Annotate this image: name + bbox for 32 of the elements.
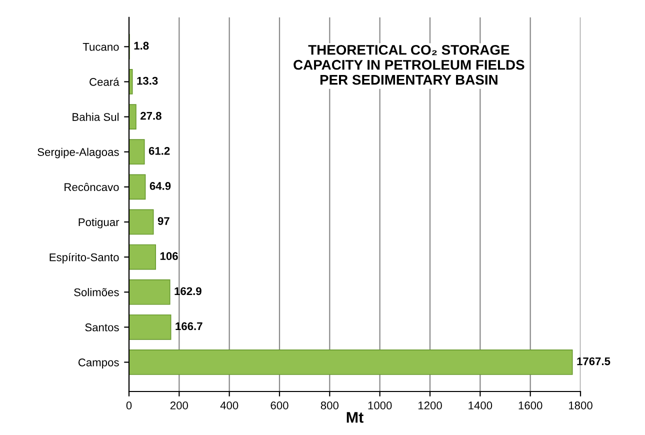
data-label: 166.7	[176, 322, 202, 330]
data-label: 61.2	[148, 146, 170, 155]
y-tick-label: Bahia Sul	[72, 112, 119, 121]
y-tick-label: Sergipe-Alagoas	[38, 148, 119, 158]
y-tick-label: Ceará	[90, 78, 120, 86]
data-label: 1.8	[134, 42, 149, 50]
x-tick-label: 1800	[568, 402, 592, 410]
x-tick-label: 1200	[418, 402, 442, 410]
x-tick-label: 1400	[468, 402, 492, 410]
y-tick-label: Campos	[78, 358, 119, 369]
data-label: 97	[158, 217, 170, 225]
y-tick-label: Potiguar	[78, 218, 120, 228]
data-label: 27.8	[140, 112, 162, 120]
y-tick-label: Solimões	[74, 288, 119, 296]
x-tick-label: 200	[170, 402, 188, 410]
y-tick-label: Santos	[85, 323, 119, 332]
data-label: 13.3	[137, 76, 158, 85]
x-tick-label: 800	[320, 402, 338, 410]
x-tick-label: 600	[270, 402, 288, 410]
y-tick-label: Recôncavo	[64, 182, 119, 192]
data-label: 162.9	[174, 287, 202, 296]
data-label: 64.9	[150, 182, 171, 190]
y-tick-label: Tucano	[82, 43, 119, 51]
y-tick-label: Espírito-Santo	[50, 252, 119, 264]
x-axis-title: Mt	[346, 412, 364, 423]
x-tick-label: 0	[126, 402, 132, 410]
x-tick-label: 1600	[518, 402, 542, 410]
data-label: 1767.5	[577, 357, 610, 366]
text: THEORETICAL CO₂ STORAGE CAPACITY IN PETROLEUM FIELDS PER SEDIMENTARY BASIN	[294, 44, 524, 85]
x-tick-label: 1000	[368, 402, 392, 410]
x-tick-label: 400	[220, 402, 238, 410]
data-label: 106	[160, 252, 178, 260]
